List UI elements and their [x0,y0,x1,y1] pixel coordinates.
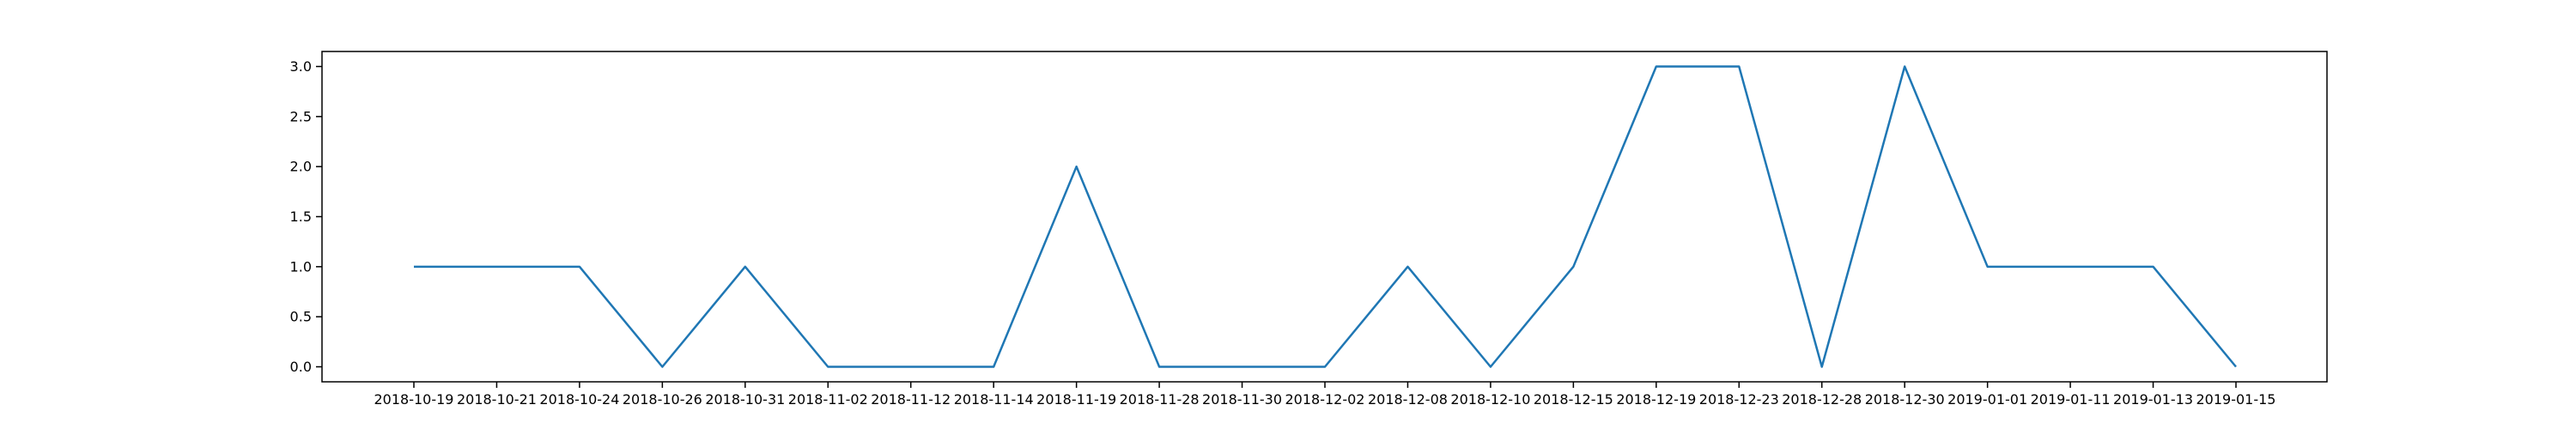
x-tick-label: 2018-11-12 [871,391,951,408]
x-tick-label: 2018-10-31 [705,391,785,408]
x-tick-label: 2018-11-28 [1120,391,1200,408]
x-tick-label: 2018-11-30 [1202,391,1282,408]
y-tick-label: 2.5 [290,108,312,124]
y-axis: 0.0 0.5 1.0 1.5 2.0 2.5 3.0 [290,58,322,375]
x-tick-label: 2018-12-15 [1534,391,1613,408]
plot-area [414,65,2237,368]
x-tick-label: 2019-01-11 [2031,391,2111,408]
y-tick-label: 3.0 [290,58,312,75]
y-tick-label: 0.5 [290,309,312,325]
y-tick-label: 2.0 [290,159,312,175]
x-tick-label: 2018-12-10 [1450,391,1530,408]
y-tick-label: 1.0 [290,258,312,275]
x-tick-label: 2018-10-24 [539,391,619,408]
x-tick-label: 2018-12-28 [1782,391,1862,408]
y-tick-label: 1.5 [290,208,312,225]
x-tick-label: 2018-11-14 [954,391,1034,408]
x-tick-label: 2018-10-21 [457,391,537,408]
x-tick-label: 2018-10-26 [623,391,702,408]
x-tick-label: 2018-12-19 [1616,391,1696,408]
x-tick-label: 2018-11-02 [788,391,868,408]
x-tick-label: 2018-12-30 [1865,391,1945,408]
x-axis: 2018-10-19 2018-10-21 2018-10-24 2018-10-26… [374,382,2276,408]
y-tick-label: 0.0 [290,359,312,375]
plot-frame [321,51,2328,383]
x-tick-label: 2019-01-15 [2196,391,2276,408]
x-tick-label: 2018-12-23 [1699,391,1779,408]
x-tick-label: 2018-12-02 [1285,391,1365,408]
x-tick-label: 2019-01-01 [1947,391,2027,408]
x-tick-label: 2018-11-19 [1036,391,1116,408]
x-tick-label: 2018-10-19 [374,391,454,408]
x-tick-label: 2019-01-13 [2113,391,2193,408]
x-tick-label: 2018-12-08 [1368,391,1448,408]
series-line [414,65,2237,368]
